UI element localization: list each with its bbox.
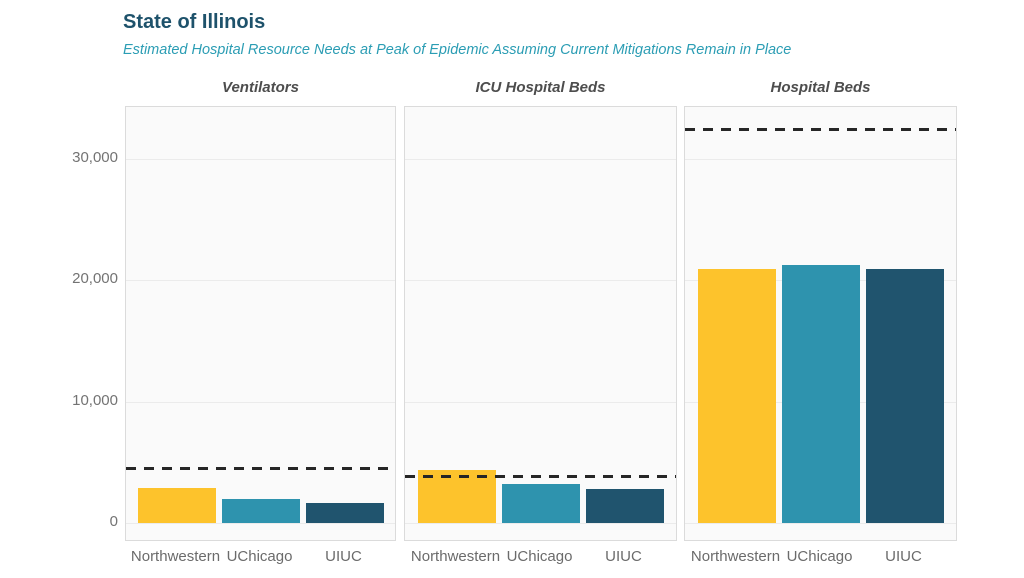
x-axis-tick-label: UIUC: [605, 548, 642, 565]
y-axis-tick-label: 10,000: [72, 391, 118, 409]
x-axis-tick-label: UIUC: [885, 548, 922, 565]
bar[interactable]: [697, 269, 776, 523]
gridline: [126, 158, 395, 160]
x-axis-tick-label: UChicago: [506, 548, 573, 565]
capacity-dashed-line: [405, 474, 676, 478]
x-axis-tick-label: Northwestern: [690, 548, 781, 565]
bar[interactable]: [305, 502, 384, 523]
gridline: [685, 523, 956, 524]
gridline: [685, 158, 956, 160]
gridline: [126, 523, 395, 524]
chart-panel: [404, 106, 677, 541]
page-title: State of Illinois: [123, 11, 266, 33]
bar[interactable]: [137, 487, 216, 523]
chart-panel: [684, 106, 957, 541]
panel-title: Ventilators: [222, 79, 299, 96]
y-axis-tick-label: 0: [109, 513, 118, 530]
page-subtitle: Estimated Hospital Resource Needs at Pea…: [123, 42, 792, 58]
x-axis-tick-label: Northwestern: [130, 548, 221, 565]
gridline: [405, 280, 676, 281]
bar[interactable]: [585, 489, 664, 523]
panel-title: ICU Hospital Beds: [475, 79, 606, 96]
bar[interactable]: [781, 265, 860, 523]
gridline: [405, 401, 676, 403]
x-axis-tick-label: UIUC: [325, 548, 362, 565]
x-axis-tick-label: UChicago: [226, 548, 293, 565]
capacity-dashed-line: [126, 466, 395, 470]
y-axis-tick-label: 20,000: [72, 270, 118, 287]
capacity-dashed-line: [685, 127, 956, 131]
bar[interactable]: [221, 499, 300, 523]
bar[interactable]: [865, 269, 944, 523]
bar[interactable]: [501, 484, 580, 523]
gridline: [405, 523, 676, 524]
y-axis-tick-label: 30,000: [72, 148, 118, 166]
bar[interactable]: [417, 470, 496, 523]
chart-panel: [125, 106, 396, 541]
x-axis-tick-label: Northwestern: [410, 548, 501, 565]
panel-title: Hospital Beds: [770, 79, 871, 96]
x-axis-tick-label: UChicago: [786, 548, 853, 565]
gridline: [126, 401, 395, 403]
gridline: [405, 158, 676, 160]
gridline: [126, 280, 395, 281]
